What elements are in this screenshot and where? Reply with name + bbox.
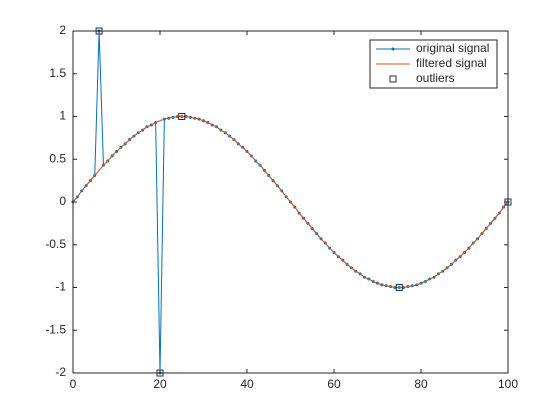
legend-marker xyxy=(391,47,395,51)
outlier-marker xyxy=(178,113,186,120)
axes-box xyxy=(72,30,509,374)
x-tick-label: 80 xyxy=(414,377,428,391)
y-tick-label: -0.5 xyxy=(45,237,66,251)
legend-marker xyxy=(389,75,397,83)
y-tick-label: -1 xyxy=(55,280,66,294)
x-tick-label: 20 xyxy=(153,377,167,391)
y-tick-label: 1 xyxy=(59,109,66,123)
outlier-marker xyxy=(395,284,403,291)
y-tick-label: 0.5 xyxy=(49,151,66,165)
y-tick-label: 2 xyxy=(59,23,66,37)
y-tick-label: 0 xyxy=(59,194,66,208)
legend-label: filtered signal xyxy=(416,56,487,70)
y-tick-label: -2 xyxy=(55,365,66,379)
y-tick-label: 1.5 xyxy=(49,66,66,80)
x-tick-label: 40 xyxy=(240,377,254,391)
x-tick-label: 100 xyxy=(498,377,518,391)
legend-label: outliers xyxy=(416,71,455,85)
x-tick-label: 60 xyxy=(327,377,341,391)
legend-label: original signal xyxy=(416,41,489,55)
x-tick-label: 0 xyxy=(70,377,77,391)
series-line xyxy=(72,116,509,288)
y-tick-label: -1.5 xyxy=(45,322,66,336)
